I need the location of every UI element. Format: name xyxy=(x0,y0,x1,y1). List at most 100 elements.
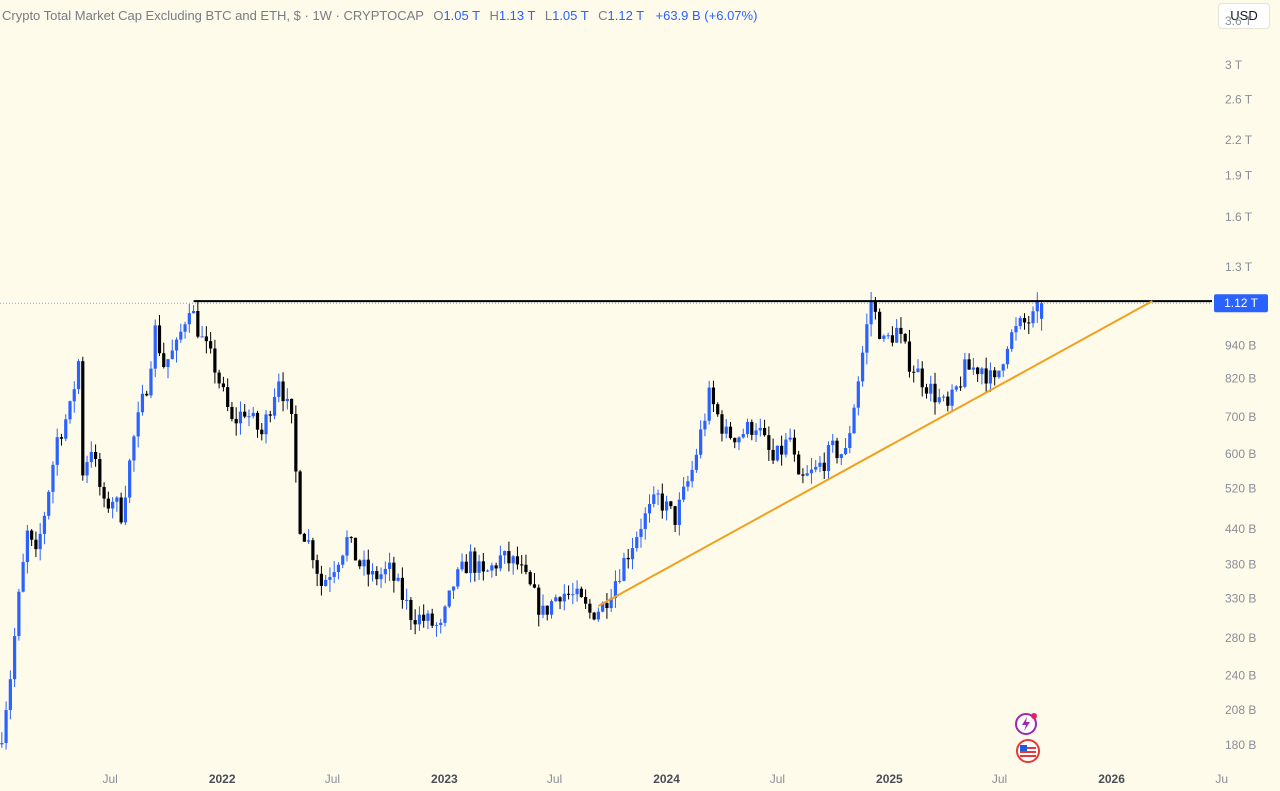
y-tick-label: 1.6 T xyxy=(1225,210,1253,224)
candle-body xyxy=(319,573,324,586)
candle-body xyxy=(682,486,686,500)
candle-body xyxy=(17,591,21,637)
candle-body xyxy=(865,324,869,353)
candle-body xyxy=(383,568,387,575)
candle-body xyxy=(976,367,980,375)
candle-body xyxy=(596,611,600,620)
candle-body xyxy=(55,437,59,465)
candle-body xyxy=(200,336,204,338)
candle-body xyxy=(430,613,434,626)
candle-body xyxy=(456,569,460,587)
candle-body xyxy=(852,407,856,434)
last-price-label: 1.12 T xyxy=(1224,296,1258,310)
candle-body xyxy=(993,370,997,378)
candle-body xyxy=(375,571,379,580)
trendline xyxy=(597,300,1153,607)
candle-body xyxy=(784,439,788,455)
candle-body xyxy=(541,605,545,615)
y-tick-label: 3 T xyxy=(1225,58,1243,72)
candle-body xyxy=(238,411,243,424)
candle-body xyxy=(758,427,762,431)
candle-body xyxy=(277,381,281,397)
candle-body xyxy=(507,551,511,564)
candle-body xyxy=(349,537,353,539)
candle-body xyxy=(924,387,929,394)
candle-body xyxy=(332,572,336,577)
candle-body xyxy=(558,597,562,602)
candle-body xyxy=(400,577,404,600)
x-tick-label: 2025 xyxy=(876,772,903,786)
candle-body xyxy=(733,438,737,443)
candle-body xyxy=(196,311,200,337)
candle-body xyxy=(771,449,775,461)
candle-body xyxy=(25,530,29,563)
candle-body xyxy=(1031,311,1035,324)
candle-body xyxy=(809,469,814,474)
candle-body xyxy=(187,313,191,325)
candle-body xyxy=(72,389,76,402)
candle-body xyxy=(34,539,38,550)
candle-body xyxy=(822,462,826,471)
candle-body xyxy=(524,564,528,573)
candle-body xyxy=(963,359,967,387)
candle-body xyxy=(1010,332,1014,349)
candle-body xyxy=(4,710,8,744)
candle-body xyxy=(554,597,558,602)
candle-body xyxy=(115,497,119,502)
candle-body xyxy=(562,593,566,602)
x-tick-label: Jul xyxy=(325,772,340,786)
candle-body xyxy=(439,622,443,626)
currency-button[interactable]: USD xyxy=(1218,3,1270,29)
candle-body xyxy=(792,437,797,455)
candle-body xyxy=(264,414,268,435)
x-tick-label: 2023 xyxy=(431,772,458,786)
candle-body xyxy=(1039,303,1044,319)
candle-body xyxy=(664,501,669,511)
lightning-icon[interactable] xyxy=(1014,712,1038,736)
candle-body xyxy=(860,352,865,382)
candle-body xyxy=(341,555,345,565)
candle-body xyxy=(8,679,12,711)
candle-body xyxy=(119,497,123,523)
symbol-title: Crypto Total Market Cap Excluding BTC an… xyxy=(2,8,424,23)
candle-body xyxy=(601,602,605,612)
candle-body xyxy=(298,471,302,534)
candle-body xyxy=(166,359,170,368)
candle-body xyxy=(946,396,950,406)
candle-body xyxy=(720,414,724,434)
y-tick-label: 380 B xyxy=(1225,557,1256,571)
y-tick-label: 700 B xyxy=(1225,410,1256,424)
candle-body xyxy=(473,551,477,573)
close-label: C xyxy=(598,8,608,23)
candle-body xyxy=(988,370,993,384)
x-tick-label: 2022 xyxy=(209,772,236,786)
candle-body xyxy=(754,430,758,435)
open-value: 1.05 T xyxy=(443,8,480,23)
candle-body xyxy=(324,579,328,586)
candle-body xyxy=(622,557,626,581)
candle-body xyxy=(878,311,882,339)
candle-body xyxy=(843,448,848,455)
us-flag-icon[interactable] xyxy=(1015,738,1040,763)
candle-body xyxy=(703,420,707,430)
candle-body xyxy=(447,590,451,607)
x-tick-label: 2026 xyxy=(1098,772,1125,786)
low-label: L xyxy=(544,8,553,23)
candle-body xyxy=(353,537,358,561)
candle-body xyxy=(528,572,532,585)
candle-body xyxy=(737,437,741,443)
y-tick-label: 240 B xyxy=(1225,668,1256,682)
candle-body xyxy=(379,574,383,580)
candle-body xyxy=(656,493,660,495)
candle-body xyxy=(669,501,673,507)
candle-body xyxy=(149,368,153,396)
candle-body xyxy=(59,437,64,439)
y-tick-label: 330 B xyxy=(1225,592,1256,606)
candle-body xyxy=(243,411,247,417)
high-value: 1.13 T xyxy=(498,8,536,23)
candle-body xyxy=(230,406,234,419)
candle-body xyxy=(123,497,128,523)
candle-body xyxy=(907,341,912,372)
candle-body xyxy=(566,593,571,595)
